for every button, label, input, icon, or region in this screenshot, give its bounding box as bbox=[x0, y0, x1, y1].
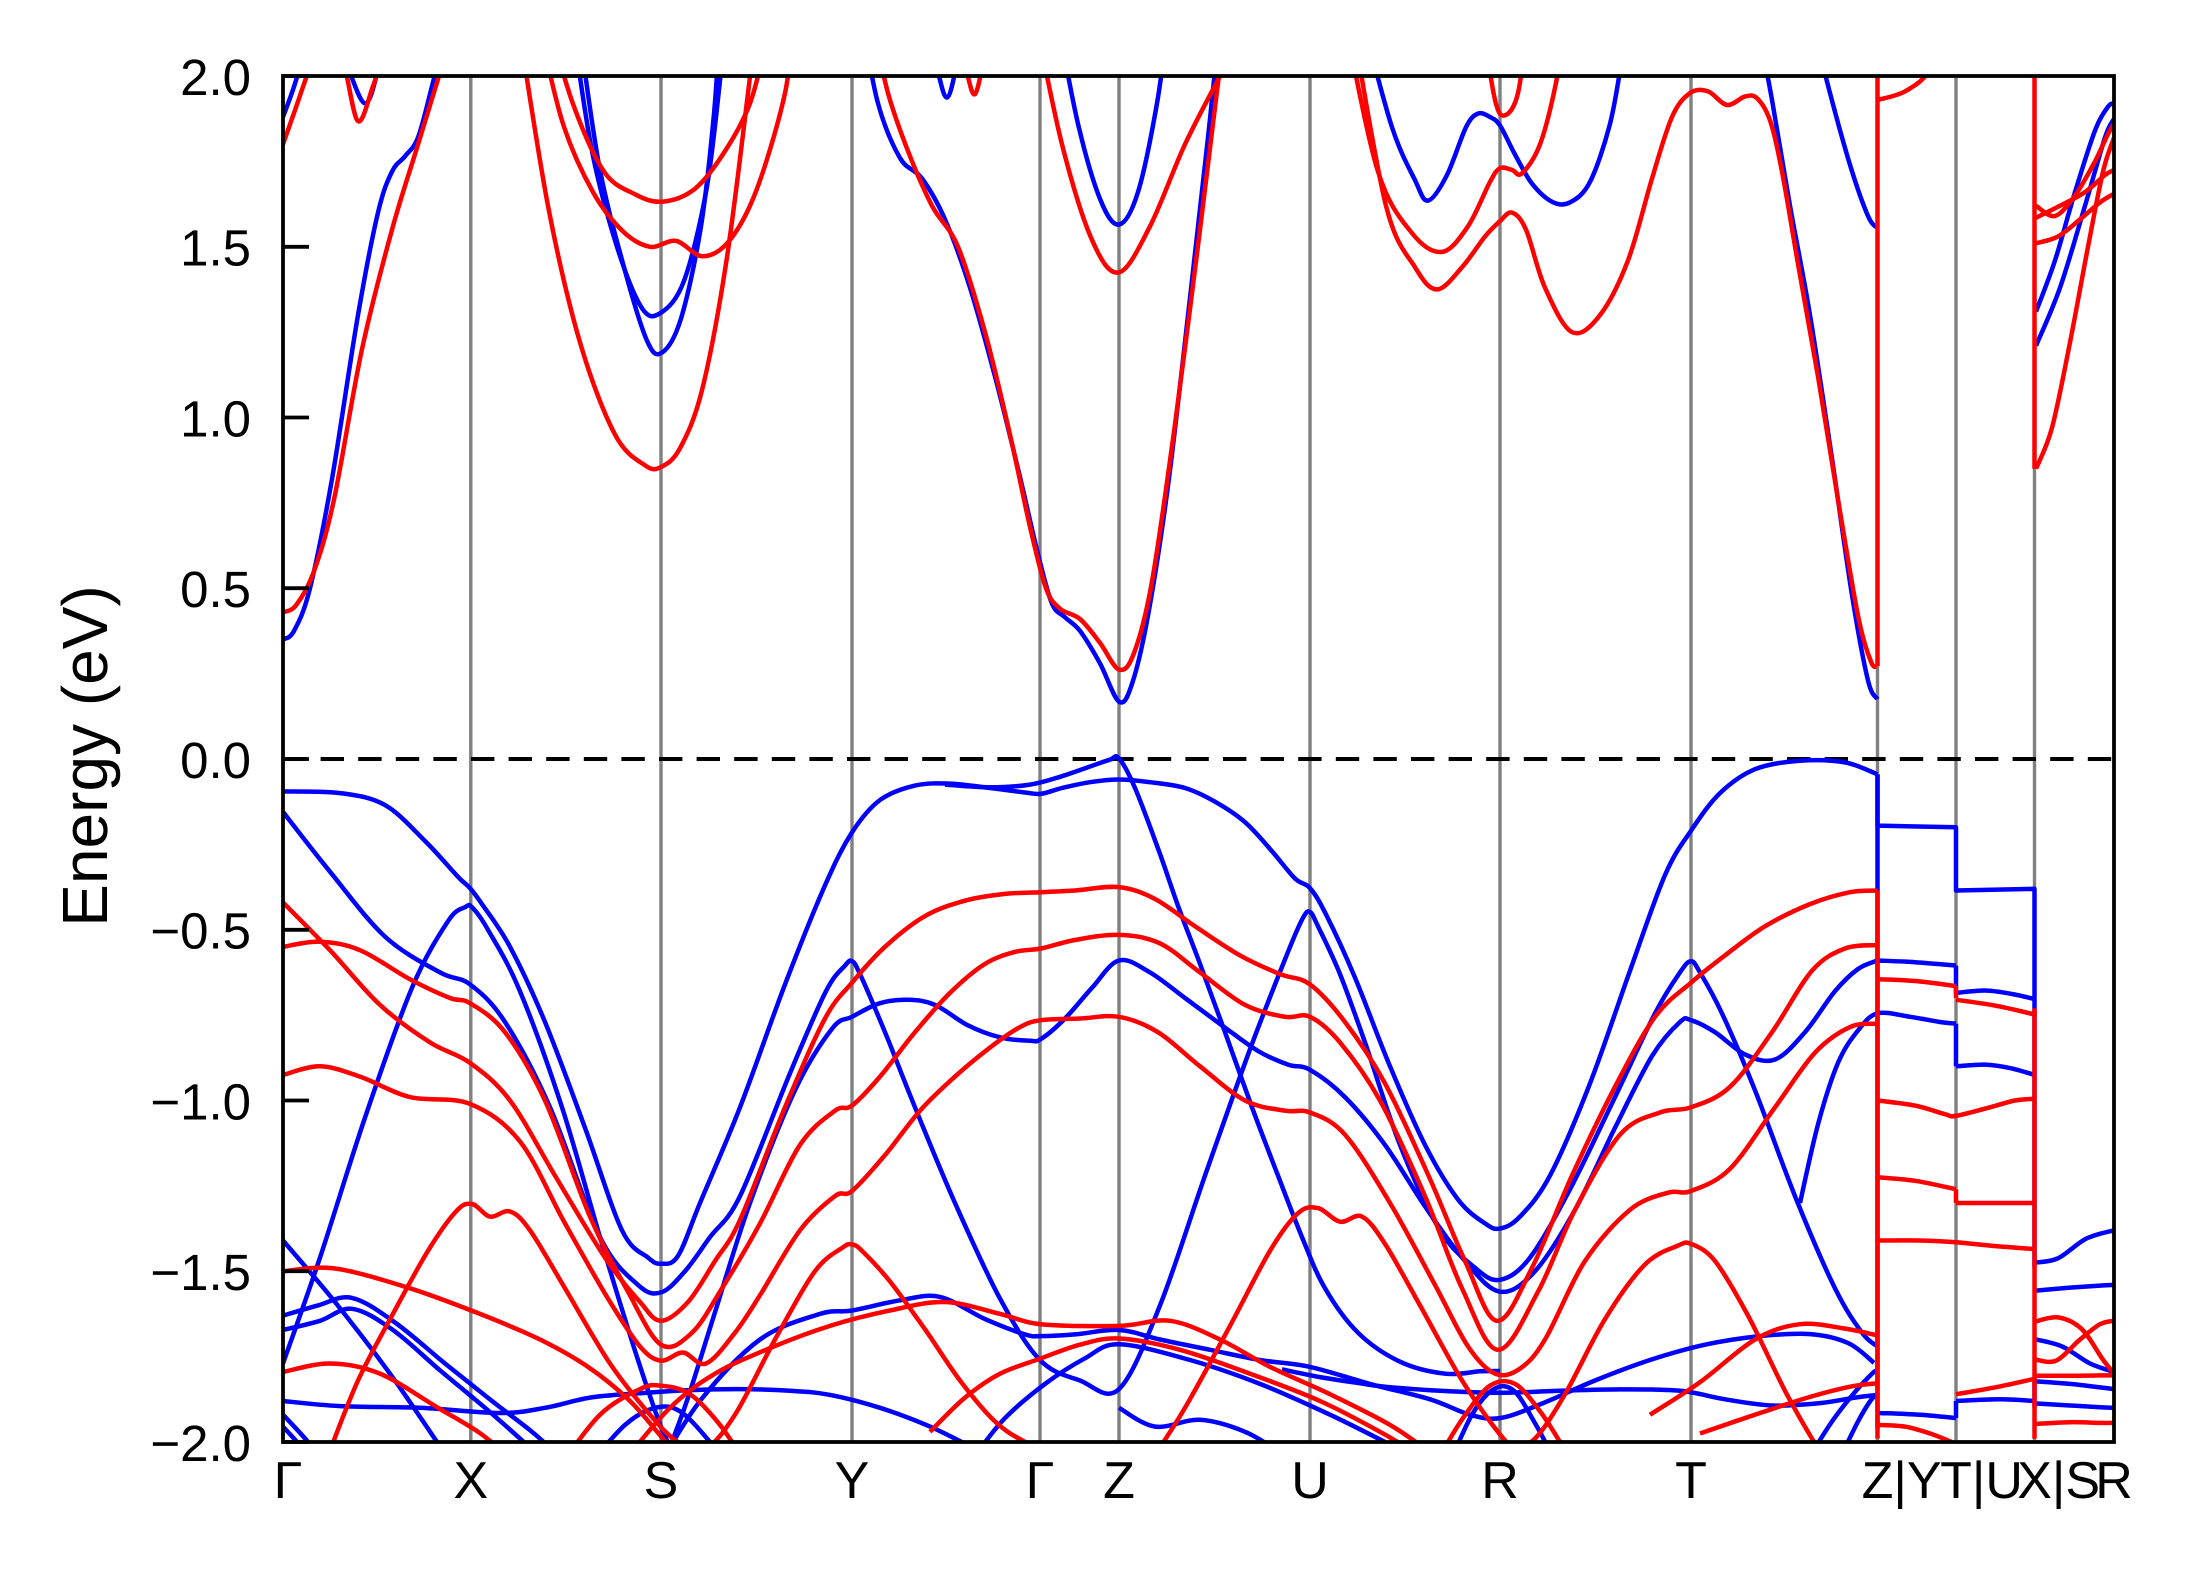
svg-text:2.0: 2.0 bbox=[180, 49, 251, 106]
svg-text:−0.5: −0.5 bbox=[150, 903, 251, 960]
svg-text:R: R bbox=[1481, 1452, 1519, 1510]
svg-text:X: X bbox=[453, 1452, 488, 1510]
svg-text:1.5: 1.5 bbox=[180, 220, 251, 277]
svg-text:−1.0: −1.0 bbox=[150, 1073, 251, 1130]
svg-text:Z|Y: Z|Y bbox=[1862, 1452, 1942, 1510]
svg-text:U: U bbox=[1291, 1452, 1329, 1510]
svg-text:T: T bbox=[1675, 1452, 1707, 1510]
svg-text:T|U: T|U bbox=[1940, 1452, 2023, 1510]
svg-text:−1.5: −1.5 bbox=[150, 1244, 251, 1301]
svg-text:Γ: Γ bbox=[1026, 1452, 1055, 1510]
svg-text:0.0: 0.0 bbox=[180, 732, 251, 789]
svg-text:0.5: 0.5 bbox=[180, 561, 251, 618]
svg-text:R: R bbox=[2095, 1452, 2133, 1510]
svg-text:Y: Y bbox=[835, 1452, 870, 1510]
svg-text:Energy (eV): Energy (eV) bbox=[49, 585, 121, 926]
svg-text:X|S: X|S bbox=[2017, 1452, 2100, 1510]
svg-text:Z: Z bbox=[1103, 1452, 1135, 1510]
svg-text:−2.0: −2.0 bbox=[150, 1415, 251, 1472]
svg-text:S: S bbox=[644, 1452, 679, 1510]
svg-text:1.0: 1.0 bbox=[180, 390, 251, 447]
svg-text:Γ: Γ bbox=[274, 1452, 303, 1510]
